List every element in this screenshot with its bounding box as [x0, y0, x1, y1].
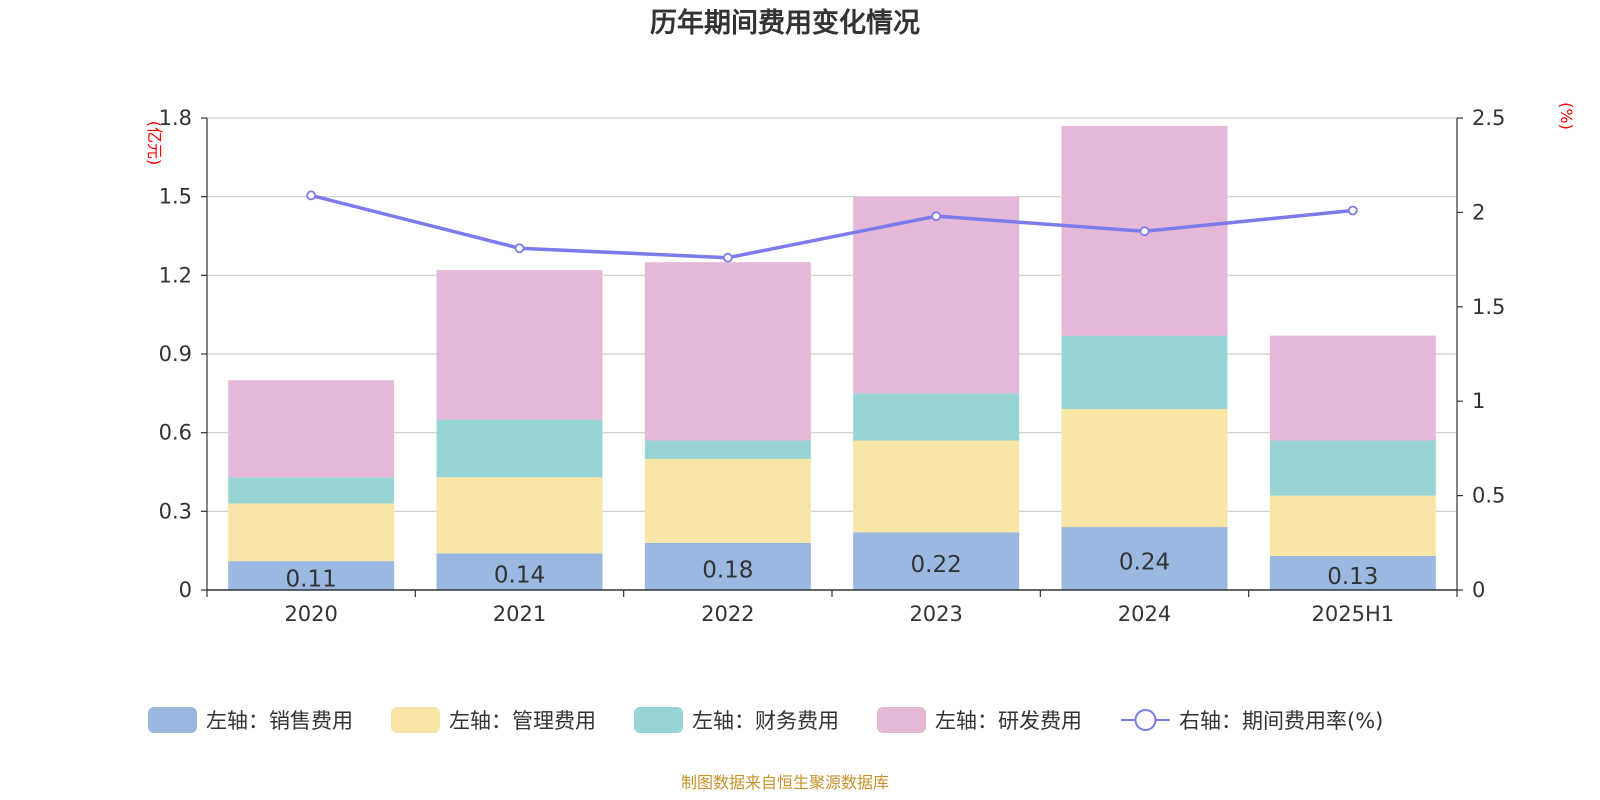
x-tick-label: 2025H1 [1312, 602, 1395, 626]
left-tick-label: 0 [179, 578, 192, 602]
rate-point [1347, 205, 1358, 216]
left-tick-label: 1.8 [159, 106, 192, 130]
legend-item[interactable]: 右轴：期间费用率(%) [1121, 709, 1383, 733]
bar-segment [228, 503, 395, 562]
bars [228, 125, 1436, 590]
left-tick-label: 1.2 [159, 263, 192, 287]
legend-label: 左轴：管理费用 [449, 709, 596, 733]
bar-segment [436, 553, 603, 590]
rate-line-path [310, 193, 1354, 260]
x-tick-label: 2023 [909, 602, 962, 626]
bar-segment [644, 542, 811, 590]
left-tick-label: 0.6 [159, 421, 192, 445]
left-axis-unit: (亿元) [145, 121, 164, 166]
legend-item[interactable]: 左轴：研发费用 [877, 707, 1082, 733]
right-tick-label: 1 [1472, 389, 1485, 413]
bar-segment [228, 380, 395, 478]
legend-label: 左轴：财务费用 [692, 709, 839, 733]
bar-segment [436, 270, 603, 420]
right-axis-unit: (%) [1557, 102, 1576, 130]
x-tick-label: 2022 [701, 602, 754, 626]
bar-segment [853, 393, 1020, 441]
data-label: 0.18 [702, 557, 753, 583]
data-source: 制图数据来自恒生聚源数据库 [681, 773, 889, 792]
bar-segment [1061, 527, 1228, 590]
data-label: 0.22 [911, 552, 962, 578]
legend-swatch [877, 707, 926, 733]
data-label: 0.14 [494, 563, 545, 589]
left-tick-label: 0.9 [159, 342, 192, 366]
bar-segment [853, 532, 1020, 590]
bar-segment [228, 561, 395, 590]
right-tick-label: 0.5 [1472, 484, 1505, 508]
right-tick-label: 2.5 [1472, 106, 1505, 130]
right-tick-label: 2 [1472, 200, 1485, 224]
data-labels: 0.11 0.14 0.18 0.22 0.24 0.13 [286, 550, 1379, 593]
x-tick-label: 2024 [1118, 602, 1171, 626]
x-tick-label: 2020 [284, 602, 337, 626]
bar-segment [853, 440, 1020, 533]
bar-segment [1269, 440, 1436, 496]
right-tick-label: 1.5 [1472, 295, 1505, 319]
rate-line [306, 190, 1358, 263]
bar-segment [436, 477, 603, 554]
bar-segment [1269, 335, 1436, 441]
bar-segment [1269, 495, 1436, 556]
right-tick-label: 0 [1472, 578, 1485, 602]
left-tick-label: 0.3 [159, 499, 192, 523]
bar-segment [1061, 335, 1228, 410]
axes: 0 0.3 0.6 0.9 1.2 1.5 1.8 0 0.5 1 1.5 2 2.5 2020 2021 2… [159, 106, 1506, 626]
bar-segment [228, 477, 395, 504]
bar-segment [644, 458, 811, 543]
x-tick-label: 2021 [493, 602, 546, 626]
bar-segment [853, 196, 1020, 394]
bar-segment [644, 440, 811, 459]
rate-point [722, 252, 733, 263]
rate-point [1139, 226, 1150, 237]
legend-item[interactable]: 左轴：销售费用 [148, 707, 353, 733]
legend-swatch [634, 707, 683, 733]
legend-swatch [391, 707, 440, 733]
legend-item[interactable]: 左轴：财务费用 [634, 707, 839, 733]
chart-title: 历年期间费用变化情况 [650, 7, 920, 39]
bar-segment [1061, 409, 1228, 528]
bar-segment [644, 262, 811, 441]
legend-label: 左轴：销售费用 [206, 709, 353, 733]
legend-label: 左轴：研发费用 [935, 709, 1082, 733]
legend-item[interactable]: 左轴：管理费用 [391, 707, 596, 733]
rate-point [931, 211, 942, 222]
bar-segment [1269, 555, 1436, 590]
data-label: 0.11 [286, 567, 337, 593]
left-tick-label: 1.5 [159, 185, 192, 209]
legend-swatch [148, 707, 197, 733]
legend-marker [1134, 709, 1157, 731]
bar-segment [436, 419, 603, 478]
legend-label: 右轴：期间费用率(%) [1179, 709, 1383, 733]
rate-point [514, 243, 525, 254]
data-label: 0.24 [1119, 550, 1170, 576]
rate-point [306, 190, 317, 201]
legend: 左轴：销售费用 左轴：管理费用 左轴：财务费用 左轴：研发费用 右轴：期间费用率(%) [148, 707, 1383, 733]
data-label: 0.13 [1327, 564, 1378, 590]
grid [207, 117, 1457, 512]
